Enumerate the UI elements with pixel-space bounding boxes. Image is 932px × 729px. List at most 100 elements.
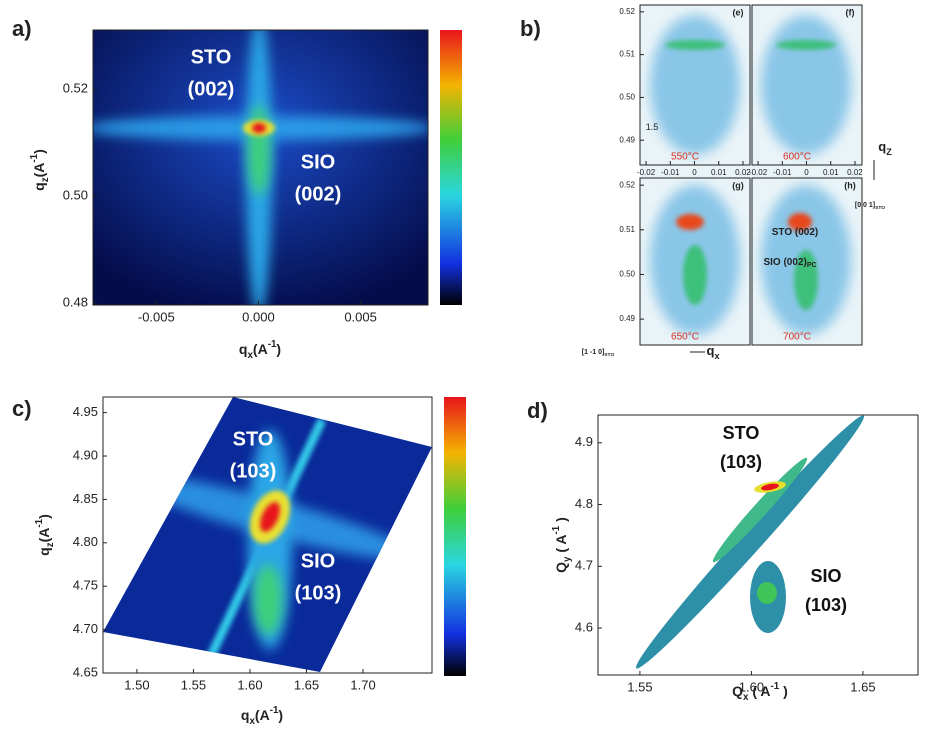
x-tick-label: 1.50 [124, 677, 149, 692]
temperature: 550°C [671, 152, 699, 163]
subpanel-label: (h) [844, 180, 856, 190]
annotation: [0 0 1]STO [855, 202, 885, 211]
x-tick-label: 1.60 [739, 679, 764, 694]
x-axis-label-part: q [239, 341, 248, 357]
annotation: [1 -1 0]STO [582, 349, 615, 358]
y-axis-label-part: z [40, 177, 51, 182]
annotation: SIO (002)PC [763, 257, 816, 270]
y-tick-label: 4.80 [73, 534, 98, 549]
y-axis-label-part: q [31, 182, 47, 191]
y-axis-label: Qy ( A-1 ) [551, 517, 573, 573]
x-axis-label-part: x [247, 350, 253, 361]
x-tick-label: 0.02 [847, 168, 863, 177]
subpanel-label: (e) [733, 7, 744, 17]
y-tick-label: 0.52 [619, 180, 635, 189]
x-tick-label: 1.70 [350, 677, 375, 692]
annotation: SIO [301, 550, 335, 572]
x-axis-label-part: Q [732, 683, 743, 699]
annotation-part: x [714, 351, 719, 361]
x-tick-label: -0.02 [749, 168, 768, 177]
y-axis-label-part: ) [553, 517, 569, 526]
y-tick-label: 0.48 [63, 294, 88, 309]
y-tick-label: 0.52 [619, 7, 635, 16]
plot-frame [102, 396, 433, 674]
plot-frame [639, 177, 751, 346]
y-tick-label: 4.75 [73, 578, 98, 593]
x-tick-label: 0.01 [711, 168, 727, 177]
x-axis-label-part: (A [255, 707, 270, 723]
y-axis-label-part: (A [31, 163, 47, 178]
y-tick-label: 0.50 [63, 188, 88, 203]
panel-label: a) [12, 16, 32, 41]
y-tick-label: 0.50 [619, 270, 635, 279]
annotation: (002) [295, 183, 342, 205]
y-tick-label: 4.6 [575, 620, 593, 635]
annotation: qZ [878, 139, 892, 157]
annotation-part: SIO (002) [763, 257, 806, 268]
y-tick-label: 4.85 [73, 491, 98, 506]
heatmap-c [103, 397, 432, 672]
x-axis-label: qx(A-1) [241, 705, 283, 727]
annotation: (103) [805, 595, 847, 615]
panel-label: d) [527, 398, 548, 423]
x-tick-label: 1.60 [237, 677, 262, 692]
colorbar [444, 397, 466, 676]
x-axis-label-part: ) [278, 707, 283, 723]
x-tick-label: 0 [804, 168, 809, 177]
contour-b [640, 5, 862, 345]
y-axis-label-part: Q [553, 562, 569, 573]
panel-label: c) [12, 396, 32, 421]
y-tick-label: 4.65 [73, 664, 98, 679]
x-axis-label-part: x [249, 716, 255, 727]
x-axis-label-part: x [743, 692, 749, 703]
annotation-part: PC [807, 262, 817, 269]
x-tick-label: -0.01 [773, 168, 792, 177]
x-tick-label: 0.005 [344, 309, 377, 324]
plot-frame [597, 414, 919, 676]
annotation-part: STO [604, 352, 614, 358]
x-axis-label-part: q [241, 707, 250, 723]
temperature: 700°C [783, 332, 811, 343]
x-axis-label-part: ( A [749, 683, 771, 699]
annotation: SIO [301, 151, 335, 173]
y-axis-label-part: z [45, 542, 56, 547]
x-tick-label: 1.65 [850, 679, 875, 694]
subpanel-label: (g) [732, 180, 744, 190]
y-axis-label-part: y [562, 556, 573, 562]
annotation: (103) [230, 460, 277, 482]
x-tick-label: 1.55 [627, 679, 652, 694]
x-axis-label-part: ) [276, 341, 281, 357]
x-axis-label-part: ) [779, 683, 788, 699]
y-tick-label: 0.51 [619, 225, 635, 234]
annotation: (103) [295, 582, 342, 604]
temperature: 600°C [783, 152, 811, 163]
annotation: STO [191, 46, 232, 68]
x-axis-label: qx(A-1) [239, 339, 281, 361]
y-tick-label: 0.49 [619, 314, 635, 323]
y-axis-label-part: ) [31, 149, 47, 154]
y-axis-label: qz(A-1) [34, 514, 56, 556]
x-axis-label-part: -1 [270, 705, 279, 716]
x-tick-label: -0.02 [637, 168, 656, 177]
plot-frame [92, 29, 429, 306]
annotation: (103) [720, 452, 762, 472]
y-tick-label: 0.52 [63, 81, 88, 96]
y-axis-label-part: q [36, 547, 52, 556]
y-axis-label-part: ( A [553, 534, 569, 556]
annotation: STO [723, 423, 760, 443]
subpanel-label: (f) [846, 7, 855, 17]
x-tick-label: 1.65 [294, 677, 319, 692]
x-tick-label: 0.02 [735, 168, 751, 177]
annotation-part: 1.5 [646, 122, 659, 132]
temperature: 650°C [671, 332, 699, 343]
annotation: qx [706, 343, 719, 361]
plot-frame [751, 177, 863, 346]
x-axis-label-part: -1 [268, 339, 277, 350]
x-tick-label: 1.55 [181, 677, 206, 692]
annotation-part: q [878, 139, 886, 154]
annotation-part: Z [886, 147, 892, 157]
y-axis-label-part: -1 [29, 153, 40, 162]
y-tick-label: 4.9 [575, 434, 593, 449]
